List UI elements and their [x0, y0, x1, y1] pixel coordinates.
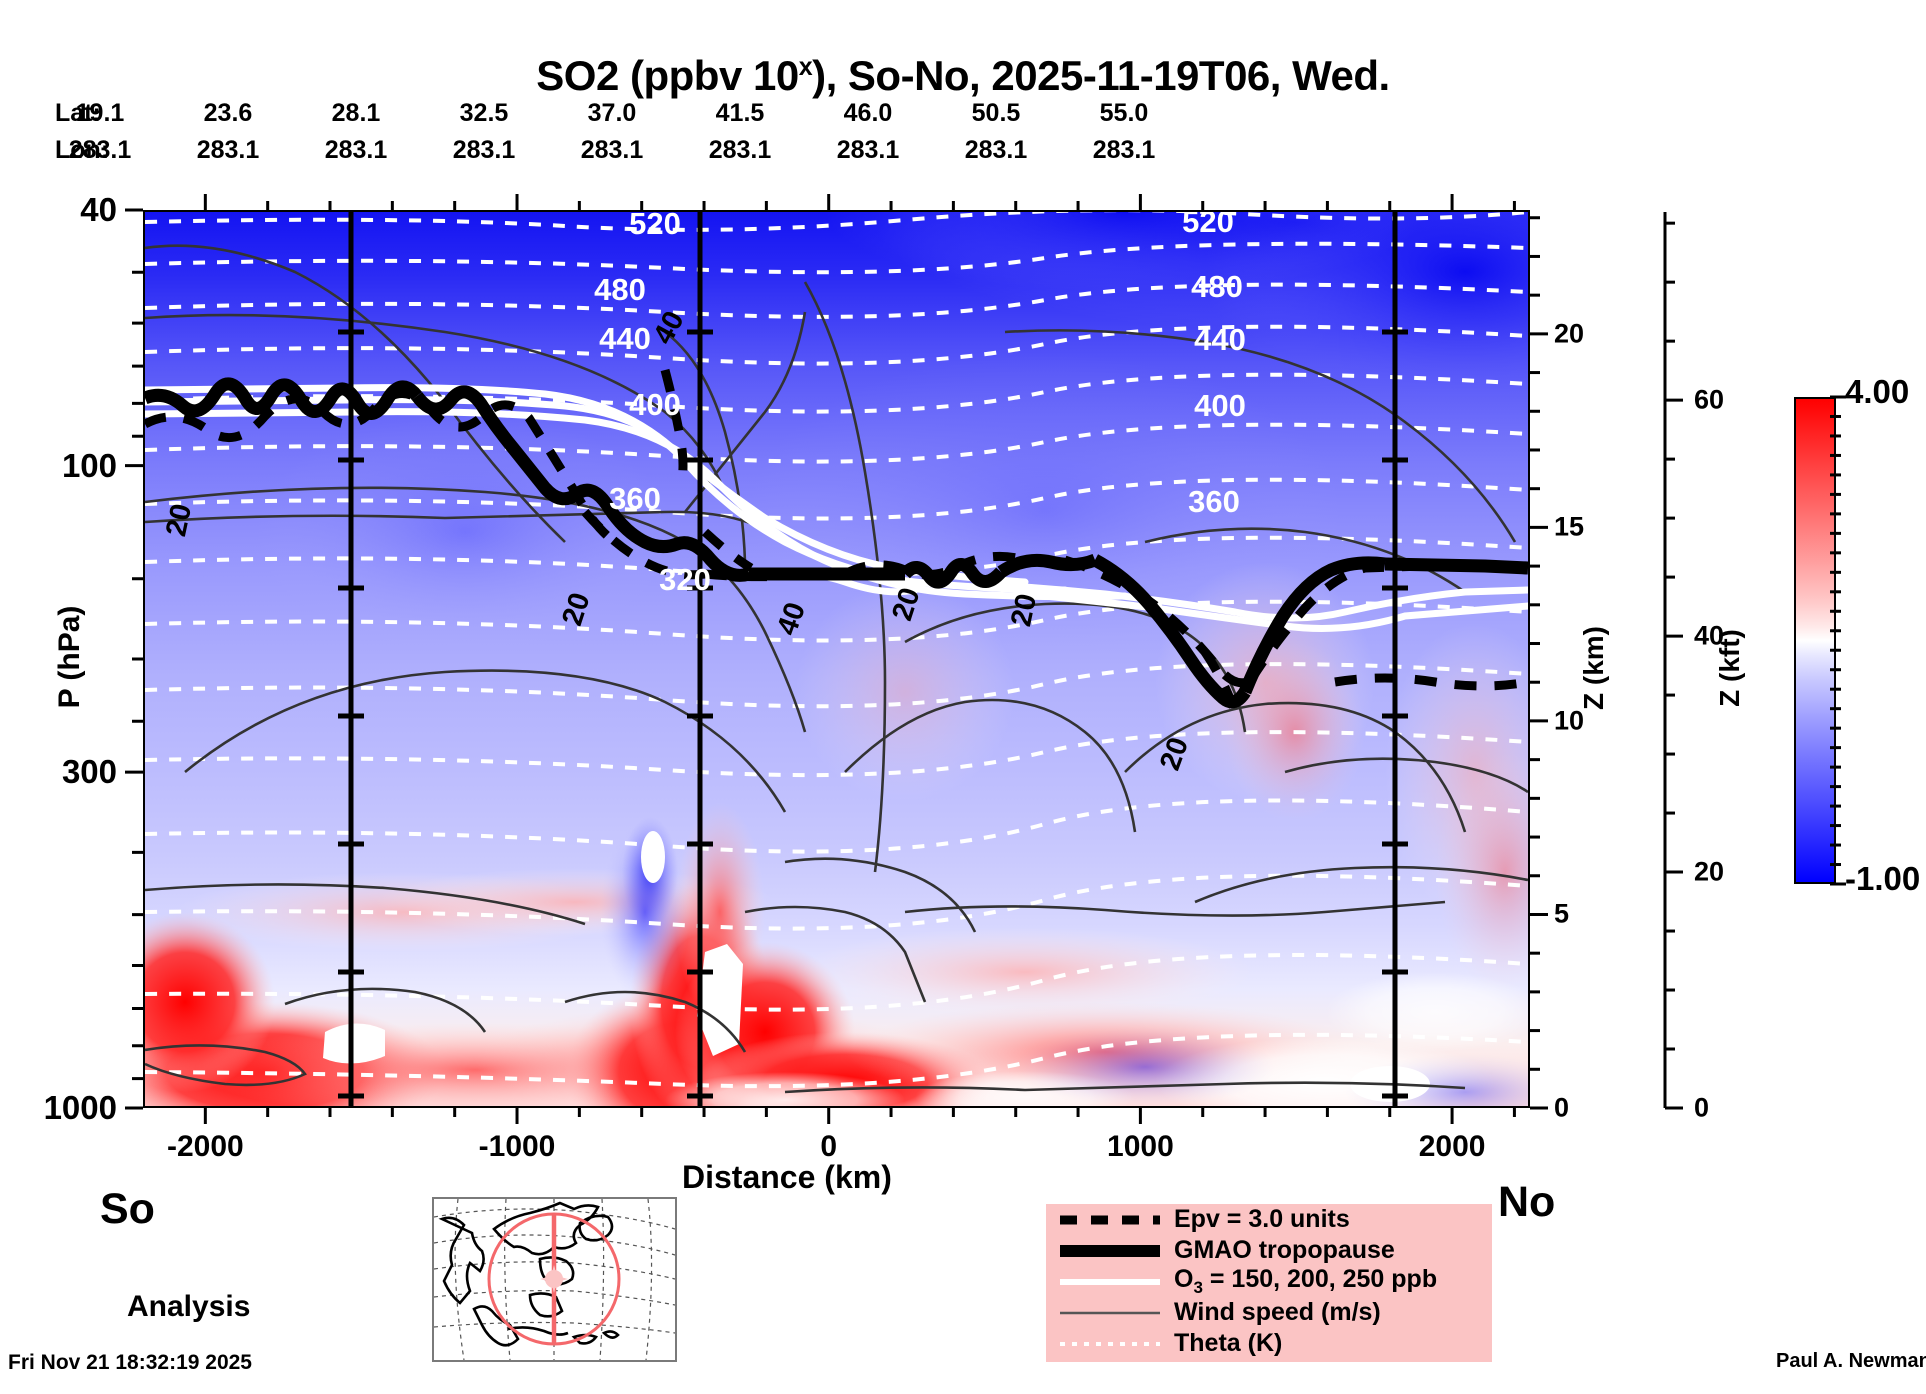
- z-kft-tick: 60: [1694, 384, 1725, 415]
- lon-value: 283.1: [964, 136, 1028, 164]
- endpoint-label-north: No: [1498, 1178, 1556, 1226]
- legend-row-wind: Wind speed (m/s): [1046, 1297, 1492, 1328]
- x-axis-title: Distance (km): [682, 1159, 892, 1195]
- theta-contour-label: 520: [629, 212, 681, 241]
- x-axis-tick: 1000: [1107, 1130, 1174, 1163]
- lat-value: 32.5: [459, 99, 509, 127]
- inset-center-marker: [540, 1265, 568, 1293]
- theta-contour-label: 320: [659, 562, 711, 597]
- lat-row-label: Lat:: [55, 99, 101, 127]
- lon-value: 283.1: [196, 136, 260, 164]
- theta-contour-label: 400: [1194, 388, 1246, 423]
- gmao-tropopause: [145, 377, 1528, 709]
- legend-label-theta: Theta (K): [1174, 1329, 1283, 1357]
- z-km-tick: 0: [1554, 1092, 1570, 1123]
- title-superscript: x: [798, 53, 813, 81]
- inset-coastlines: [438, 1201, 620, 1347]
- lat-value: 28.1: [331, 99, 381, 127]
- theta-label-left: 520 480 440 400 360 320: [594, 212, 711, 597]
- colorbar-min-label: -1.00: [1845, 860, 1921, 897]
- theta-contour-label: 440: [1194, 322, 1246, 357]
- o3-line-icon: [1046, 1266, 1174, 1297]
- z-kft-tick: 40: [1694, 620, 1725, 651]
- x-axis-tick: -1000: [478, 1130, 556, 1163]
- inset-location-map[interactable]: [432, 1197, 677, 1362]
- theta-label-right: 520 480 440 400 360: [1182, 212, 1246, 519]
- lon-value: 283.1: [836, 136, 900, 164]
- lat-value: 50.5: [971, 99, 1021, 127]
- wind-speed-label: 20: [1005, 591, 1043, 629]
- lat-value: 19.1: [75, 99, 125, 127]
- analysis-label: Analysis: [127, 1290, 251, 1323]
- colorbar-ticks: [1830, 395, 1846, 886]
- lat-value: 23.6: [203, 99, 253, 127]
- wind-speed-label: 20: [160, 501, 198, 539]
- lat-value: 55.0: [1099, 99, 1149, 127]
- legend-label-wind: Wind speed (m/s): [1174, 1298, 1381, 1326]
- z-kft-tick: 20: [1694, 856, 1725, 887]
- title-suffix: ), So-No, 2025-11-19T06, Wed.: [812, 52, 1390, 99]
- z-km-tick: 10: [1554, 705, 1585, 736]
- lat-value: 46.0: [843, 99, 893, 127]
- epv-line-icon: [1046, 1204, 1174, 1235]
- legend-row-o3: O3 = 150, 200, 250 ppb: [1046, 1265, 1492, 1297]
- lon-value: 283.1: [580, 136, 644, 164]
- lat-value: 37.0: [587, 99, 637, 127]
- legend-label-epv: Epv = 3.0 units: [1174, 1205, 1350, 1233]
- theta-line-icon: [1046, 1328, 1174, 1359]
- legend: Epv = 3.0 units GMAO tropopause O3 = 150…: [1046, 1204, 1492, 1362]
- z-km-tick: 5: [1554, 898, 1570, 929]
- page-title: SO2 (ppbv 10x), So-No, 2025-11-19T06, We…: [0, 52, 1926, 100]
- title-prefix: SO2 (ppbv 10: [536, 52, 799, 99]
- theta-contour-label: 360: [609, 481, 661, 516]
- legend-label-o3: O3 = 150, 200, 250 ppb: [1174, 1265, 1438, 1297]
- z-km-tick: 15: [1554, 511, 1585, 542]
- legend-row-tropopause: GMAO tropopause: [1046, 1235, 1492, 1266]
- theta-contours: [145, 212, 1528, 1089]
- wind-line-icon: [1046, 1297, 1174, 1328]
- legend-label-tropopause: GMAO tropopause: [1174, 1236, 1395, 1264]
- lon-value: 283.1: [452, 136, 516, 164]
- legend-row-theta: Theta (K): [1046, 1328, 1492, 1359]
- x-axis-tick: 2000: [1418, 1130, 1486, 1163]
- lon-row-label: Lon:: [55, 136, 110, 164]
- x-axis-tick: -2000: [166, 1130, 244, 1163]
- lon-value: 283.1: [1092, 136, 1156, 164]
- y-axis-title: P (hPa): [53, 605, 86, 709]
- y-axis-tick: 40: [80, 191, 117, 228]
- cross-section-plot[interactable]: 520 480 440 400 360 320 520 480 440 400 360 20 40 2…: [143, 210, 1530, 1108]
- theta-contour-label: 360: [1188, 484, 1240, 519]
- endpoint-label-south: So: [100, 1185, 155, 1233]
- colorbar-max-label: 4.00: [1845, 373, 1910, 410]
- timestamp: Fri Nov 21 18:32:19 2025: [8, 1351, 252, 1374]
- colorbar[interactable]: [1794, 397, 1836, 884]
- y-axis-tick: 300: [61, 753, 117, 791]
- x-axis-tick: 0: [820, 1130, 838, 1163]
- credit-label: Paul A. Newman (NASA: [1776, 1350, 1926, 1372]
- y-axis-tick: 1000: [43, 1089, 117, 1126]
- transect-reference-lines: [348, 212, 1398, 1106]
- z-km-tick: 20: [1554, 318, 1585, 349]
- lon-value: 283.1: [324, 136, 388, 164]
- z-km-axis-title: Z (km): [1578, 626, 1609, 710]
- z-kft-tick: 0: [1694, 1092, 1710, 1123]
- lat-value: 41.5: [715, 99, 765, 127]
- reference-line-ticks: [338, 329, 1408, 1099]
- y-axis-tick: 100: [61, 446, 117, 484]
- theta-contour-label: 400: [629, 387, 681, 422]
- theta-contour-label: 480: [1191, 269, 1243, 304]
- theta-contour-label: 520: [1182, 212, 1234, 239]
- tropopause-line-icon: [1046, 1235, 1174, 1266]
- inset-radius-circle: [487, 1212, 621, 1346]
- lon-value: 283.1: [68, 136, 132, 164]
- z-kft-axis-title: Z (kft): [1714, 629, 1745, 707]
- theta-contour-label: 440: [599, 321, 651, 356]
- legend-row-epv: Epv = 3.0 units: [1046, 1204, 1492, 1235]
- theta-contour-label: 480: [594, 272, 646, 307]
- lon-value: 283.1: [708, 136, 772, 164]
